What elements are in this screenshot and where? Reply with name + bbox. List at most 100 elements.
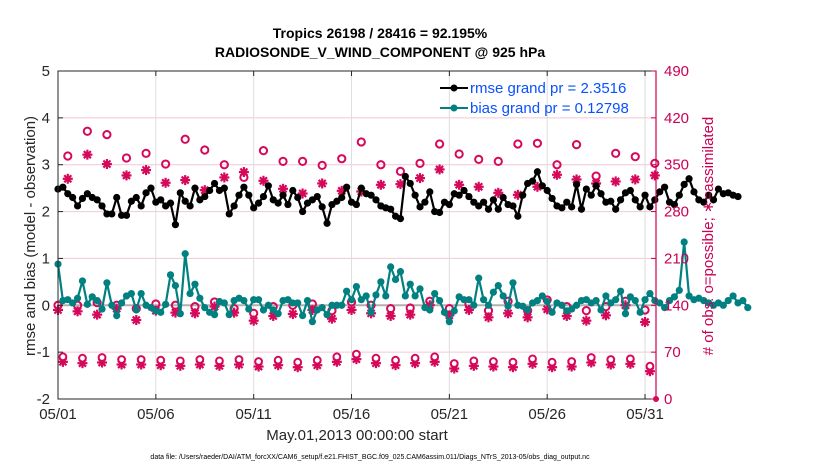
obs-possible-marker [293,357,303,367]
bias-point [362,292,370,300]
rmse-point [299,207,307,216]
x-tick-label: 05/16 [333,406,371,423]
bias-point [274,310,282,318]
rmse-point [289,186,297,195]
rmse-point [250,204,258,212]
star-stroke [102,159,112,169]
bias-point [93,297,101,305]
bias-point [240,297,248,305]
bias-point [367,308,375,316]
star-stroke [376,180,386,190]
rmse-point [240,183,248,191]
bias-point [347,296,356,304]
bias-point [318,304,326,312]
rmse-point [245,191,253,199]
rmse-point [592,182,600,190]
star-stroke [630,175,640,184]
y-tick-label: -1 [37,344,50,361]
rmse-series [54,168,742,229]
obs-possible-marker [410,353,420,363]
obs-possible-marker [650,158,660,168]
star-stroke [327,314,337,323]
bias-point [299,311,307,320]
bias-point [533,297,542,305]
rmse-point [147,184,155,192]
rmse-point [294,193,302,202]
star-stroke [474,182,484,192]
rmse-point [587,191,595,199]
obs-possible-marker [254,357,263,366]
rmse-point [416,203,424,211]
bias-point [127,289,135,298]
rmse-point [538,182,546,190]
right-axis-zero-marker [653,396,659,402]
legend-rmse-label: rmse grand pr = 2.3516 [470,80,626,97]
bias-point [171,282,180,290]
obs-possible-marker [63,151,73,161]
bias-point [269,306,277,314]
y-right-tick-label: 70 [664,344,681,361]
bias-point [724,297,732,305]
rmse-point [210,179,219,188]
rmse-point [514,212,522,220]
star-stroke [83,150,92,159]
bias-point [656,299,664,307]
bias-point [357,296,365,304]
legend-bias-label: bias grand pr = 0.12798 [470,100,629,117]
bias-point [103,279,111,287]
rmse-point [201,192,209,201]
star-stroke [415,173,425,183]
obs-possible-marker [117,355,126,364]
y-right-tick-label: 490 [664,63,689,80]
rmse-point [357,184,365,192]
obs-possible-marker [102,129,112,140]
bias-point [445,318,453,326]
rmse-point [206,186,214,195]
bias-point [78,277,87,285]
rmse-point [568,203,576,211]
bias-point [69,299,77,307]
obs-assimilated-marker [189,308,200,319]
bias-point [719,301,727,309]
y-tick-label: -2 [37,391,50,408]
obs-assimilated-marker [532,181,543,192]
bias-point [494,282,502,290]
obs-assimilated-marker [160,177,171,188]
rmse-point [607,197,615,205]
star-stroke [386,311,395,321]
bias-point [176,310,184,318]
bias-point [621,310,630,318]
rmse-point [367,191,375,199]
x-tick-label: 05/26 [528,406,566,423]
bias-point [489,288,497,296]
obs-possible-marker [356,137,366,147]
bias-point [73,294,82,302]
star-stroke [122,171,131,180]
rmse-point [705,191,713,199]
rmse-point [313,192,321,201]
rmse-point [387,205,395,213]
obs-assimilated-marker [375,179,386,190]
rmse-point [465,192,473,201]
star-stroke [171,308,180,317]
rmse-point [528,177,537,185]
rmse-point [181,197,189,205]
obs-possible-marker [317,160,327,170]
rmse-point [470,198,478,206]
rmse-point [685,175,693,183]
rmse-point [641,191,649,199]
obs-assimilated-marker [238,167,249,178]
obs-possible-marker [180,134,190,144]
obs-possible-marker [488,357,498,366]
star-stroke [131,315,141,325]
bias-point [626,293,634,301]
obs-possible-marker [449,359,459,368]
rmse-point [69,193,77,202]
bias-point [641,296,649,304]
obs-assimilated-marker [640,317,651,328]
bias-point [440,308,449,316]
y-right-tick-label: 420 [664,110,689,127]
rmse-point [98,202,106,210]
obs-possible-marker [195,355,205,364]
